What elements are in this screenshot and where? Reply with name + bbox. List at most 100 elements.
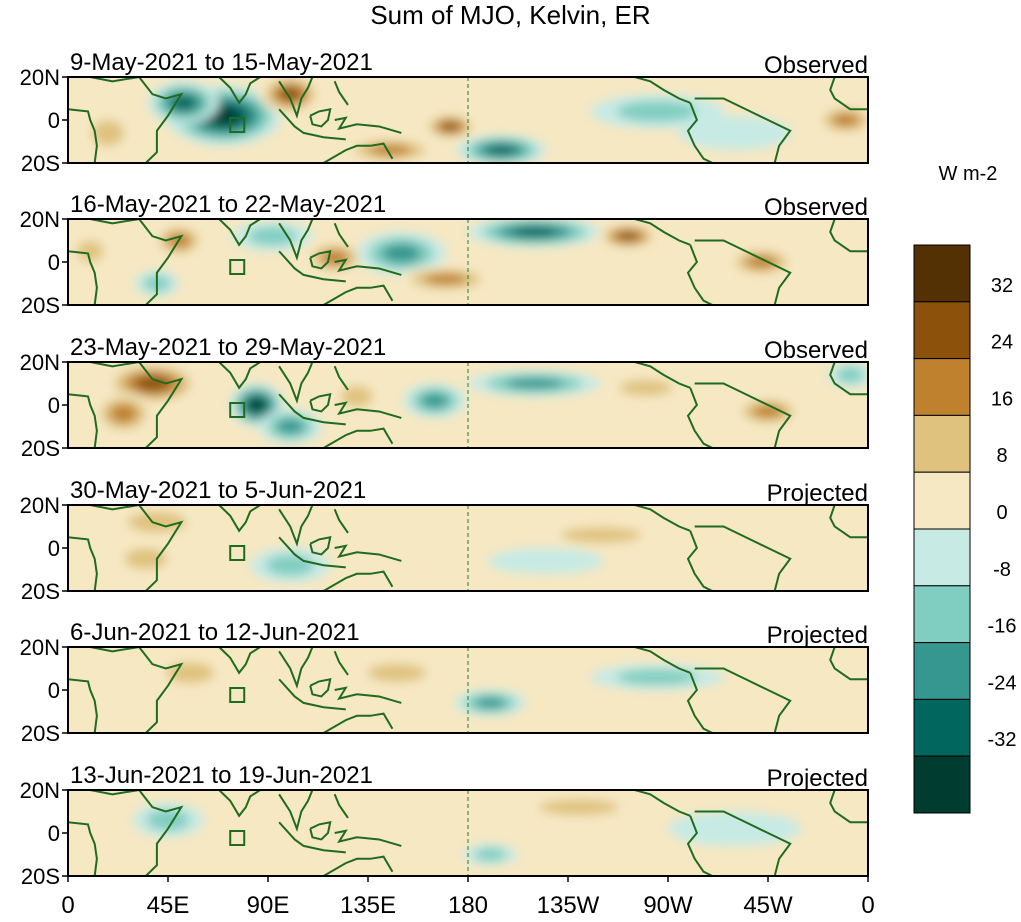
panel-date-range: 9-May-2021 to 15-May-2021 (70, 49, 373, 76)
anomaly-blob (832, 113, 860, 127)
colorbar-label: 32 (991, 275, 1013, 297)
x-tick-label: 90E (247, 892, 290, 919)
anomaly-blob (539, 799, 620, 815)
anomaly-blob (136, 376, 169, 391)
y-tick-label: 0 (48, 821, 60, 846)
anomaly-field (92, 362, 868, 444)
anomaly-blob (124, 548, 168, 570)
coastline (334, 116, 402, 134)
y-tick-label: 0 (48, 536, 60, 561)
anomaly-blob (746, 255, 777, 269)
coastline (278, 678, 346, 711)
coastline (694, 97, 792, 163)
panel-date-range: 16-May-2021 to 22-May-2021 (70, 191, 386, 218)
y-tick-label: 20S (21, 721, 60, 746)
coastline (634, 219, 691, 246)
y-tick-label: 20N (20, 65, 60, 90)
x-tick-label: 180 (448, 892, 488, 919)
colorbar-label: -32 (988, 729, 1017, 751)
coastlines (68, 77, 868, 163)
panel-status: Observed (764, 194, 868, 221)
anomaly-blobs (92, 362, 868, 444)
colorbar-label: -24 (988, 672, 1017, 694)
anomaly-field (132, 794, 802, 866)
coastline (278, 647, 314, 689)
chart-title: Sum of MJO, Kelvin, ER (370, 0, 651, 30)
colorbar-units: W m-2 (939, 163, 998, 185)
anomaly-blob (248, 227, 297, 246)
anomaly-blob (506, 377, 564, 390)
anomaly-blob (441, 122, 460, 131)
region-box (229, 402, 246, 418)
coastline (829, 505, 868, 539)
anomaly-blob (488, 548, 604, 574)
coastline (218, 362, 263, 390)
x-tick-label: 90W (643, 892, 693, 919)
region-box (229, 259, 246, 275)
coastline (634, 790, 691, 817)
colorbar-bin (913, 698, 971, 757)
colorbar-bin (913, 471, 971, 530)
coastlines (68, 505, 868, 591)
coastline (278, 393, 346, 426)
coastline (90, 77, 184, 163)
region-box (229, 117, 246, 133)
coastline (90, 219, 184, 305)
anomaly-blob (369, 144, 412, 156)
panels-layer: 20N 0 20S 9-May-2021 to 15-May-2021 Observed… (20, 49, 869, 889)
coastline (68, 393, 98, 448)
region-box (229, 545, 246, 561)
coastline (68, 108, 98, 163)
x-tick-label: 135W (537, 892, 600, 919)
anomaly-blob (474, 697, 506, 709)
x-tick-label: 135E (340, 892, 396, 919)
colorbar-label: 24 (991, 332, 1013, 354)
coastline (309, 392, 332, 413)
coastline (334, 829, 402, 847)
anomaly-blobs (68, 219, 797, 297)
colorbar-label: 0 (996, 502, 1007, 524)
coastline (829, 647, 868, 681)
coastline (333, 508, 349, 534)
anomaly-blob (474, 848, 507, 861)
coastline (694, 667, 792, 733)
coastline (829, 362, 868, 396)
colorbar-label: -16 (988, 616, 1017, 638)
coastline (309, 107, 332, 128)
panel-6: 20N 0 20S 13-Jun-2021 to 19-Jun-2021 Project… (20, 762, 869, 889)
panel-5: 20N 0 20S 6-Jun-2021 to 12-Jun-2021 Projecte… (20, 619, 869, 746)
colorbar-label: 8 (996, 445, 1007, 467)
anomaly-blob (382, 244, 421, 263)
anomaly-blob (616, 669, 697, 685)
coastline (278, 77, 314, 119)
panel-status: Projected (767, 765, 868, 792)
x-tick-label: 0 (61, 892, 74, 919)
coastline (686, 672, 713, 733)
y-tick-label: 0 (48, 250, 60, 275)
panel-date-range: 23-May-2021 to 29-May-2021 (70, 334, 386, 361)
coastline (323, 284, 394, 305)
y-tick-label: 20N (20, 350, 60, 375)
anomaly-blob (276, 419, 304, 434)
anomaly-blobs (108, 505, 780, 583)
x-tick-label: 45W (743, 892, 793, 919)
anomaly-blob (296, 828, 395, 864)
anomaly-blob (259, 807, 322, 833)
coastline (309, 677, 332, 698)
coastline (694, 810, 792, 876)
y-tick-label: 0 (48, 108, 60, 133)
panel-date-range: 13-Jun-2021 to 19-Jun-2021 (70, 762, 373, 789)
y-tick-label: 20N (20, 635, 60, 660)
anomaly-blob (421, 393, 448, 409)
coastline (333, 650, 349, 676)
coastline (278, 536, 346, 569)
coastline (686, 102, 713, 163)
y-tick-label: 20N (20, 778, 60, 803)
anomaly-blob (617, 231, 639, 241)
colorbar-bin (913, 414, 971, 473)
coastlines (68, 790, 868, 876)
panel-1: 20N 0 20S 9-May-2021 to 15-May-2021 Observed (20, 49, 869, 176)
anomaly-blob (356, 530, 446, 566)
coastline (218, 647, 263, 675)
y-tick-label: 20S (21, 436, 60, 461)
